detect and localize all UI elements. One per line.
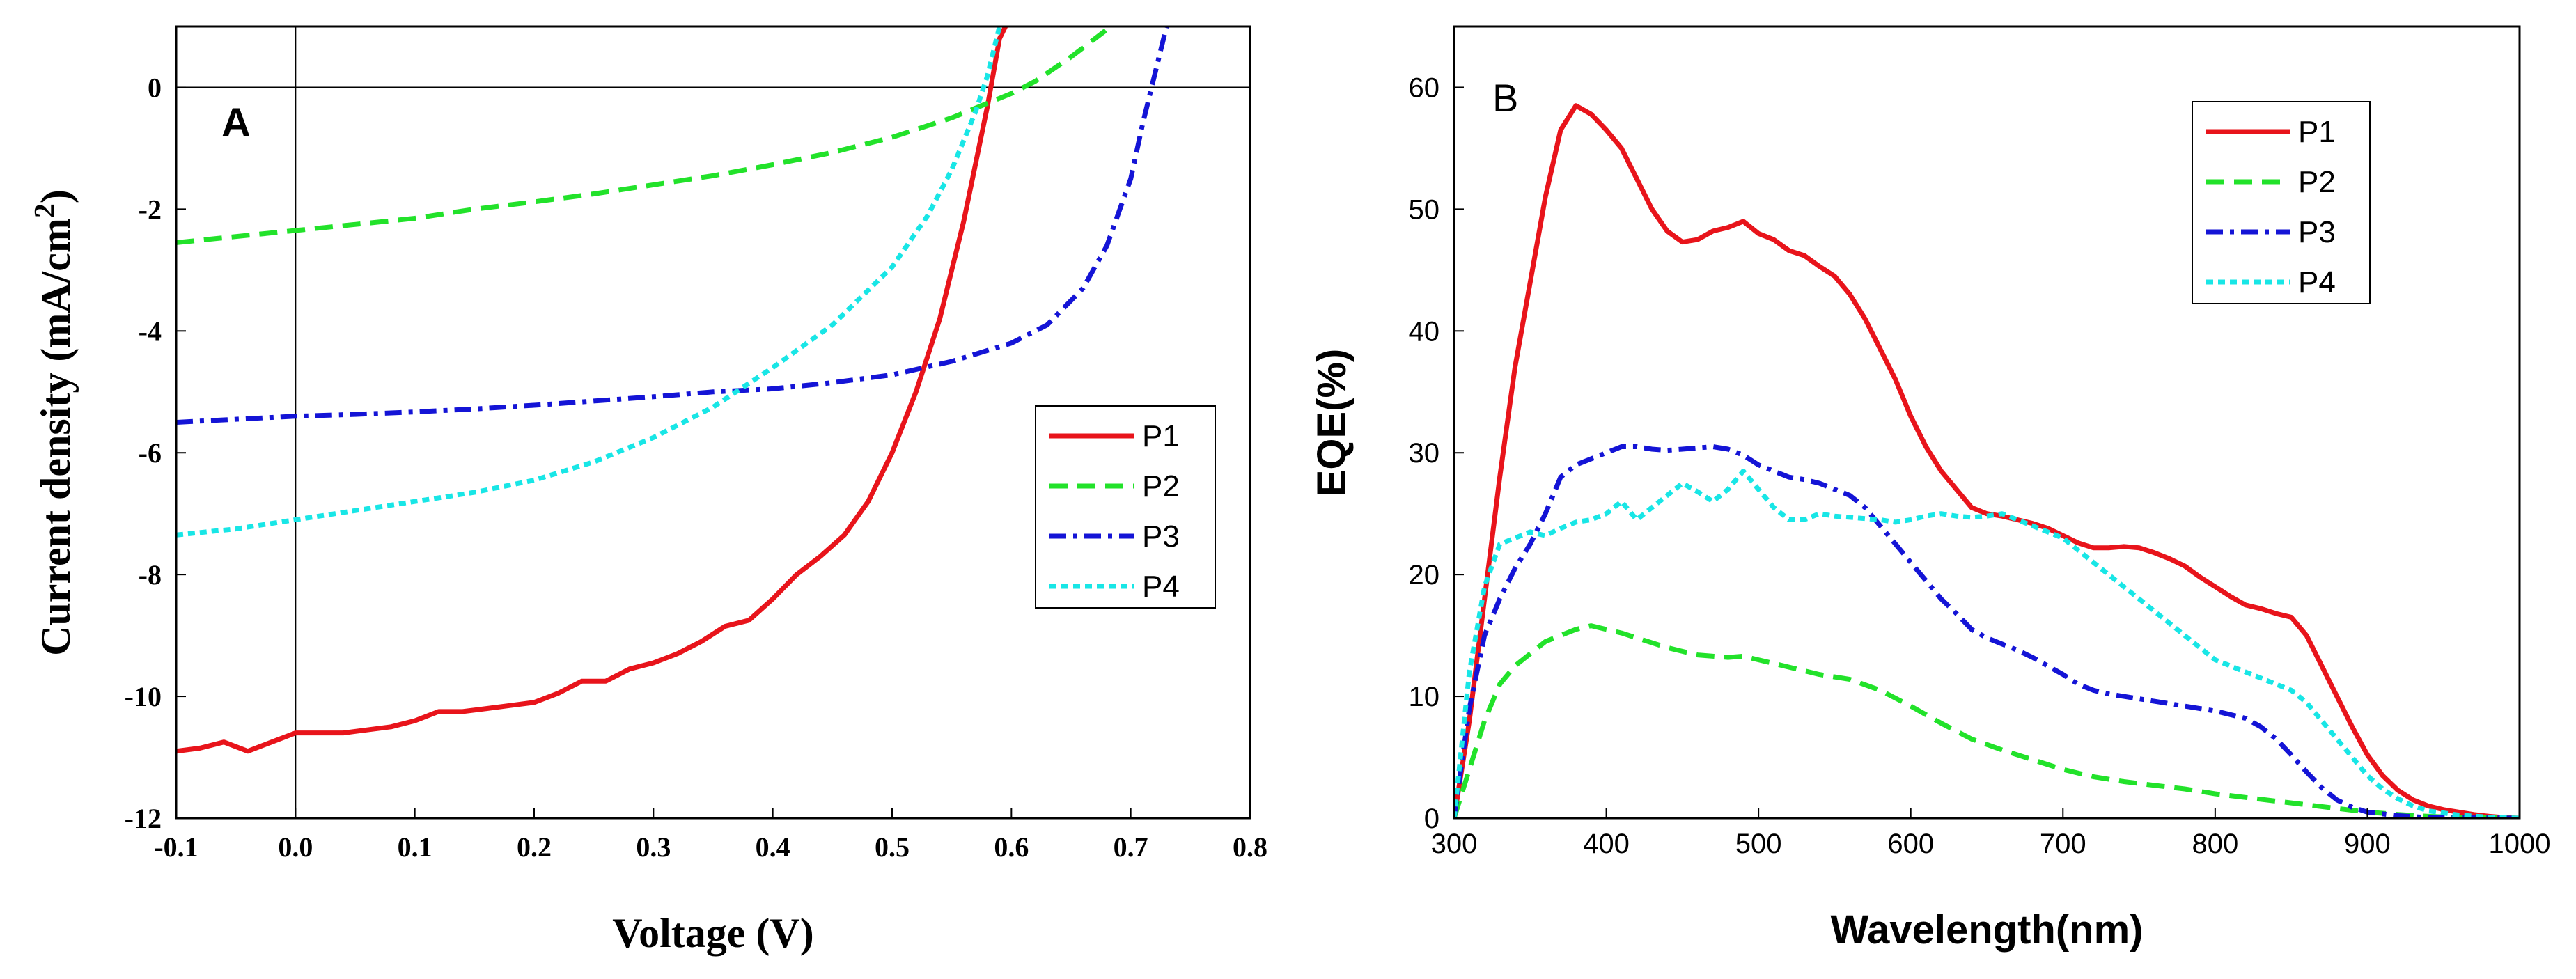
y-tick-label: 10 [1409, 682, 1440, 712]
y-tick-label: 30 [1409, 438, 1440, 469]
x-tick-label: 0.0 [278, 831, 313, 863]
x-tick-label: 400 [1583, 829, 1630, 859]
series-line-p2 [1454, 623, 2520, 818]
x-tick-label: 1000 [2489, 829, 2551, 859]
legend-label-p1: P1 [2298, 115, 2336, 149]
panel-b-label: B [1492, 76, 1518, 120]
x-tick-label: 0.3 [636, 831, 671, 863]
panel-a-legend-box [1035, 405, 1216, 609]
x-tick-label: 0.1 [398, 831, 432, 863]
x-tick-label: 300 [1431, 829, 1478, 859]
legend-label-p2: P2 [2298, 165, 2336, 199]
legend-label-p4: P4 [2298, 265, 2336, 299]
panel-b: 300 400 500 600 700 800 900 1000 0102030405060 … [1309, 25, 2551, 953]
y-tick-label: 0 [1424, 804, 1439, 834]
x-tick-label: 900 [2344, 829, 2391, 859]
panel-b-y-ticks: 0 10 20 30 40 50 60 [1409, 72, 1464, 834]
x-tick-label: 0.2 [517, 831, 552, 863]
series-line-p2 [176, 27, 1109, 245]
panel-b-x-axis-label: Wavelength(nm) [1831, 907, 2144, 953]
panel-a-legend: P1 P2 P3 P4 [1035, 405, 1216, 609]
panel-a-y-ticks: 0 -2 -4 -6 -8 -10 -12 [125, 72, 186, 834]
y-tick-label: -2 [139, 194, 162, 225]
y-tick-label: 50 [1409, 194, 1440, 225]
x-tick-label: 0.6 [994, 831, 1029, 863]
panel-b-legend-box [2192, 101, 2371, 304]
x-tick-label: 0.8 [1233, 831, 1267, 863]
series-line-p4 [176, 26, 1002, 538]
panel-b-legend: P1 P2 P3 P4 [2192, 101, 2371, 304]
y-tick-label: -8 [139, 559, 162, 590]
y-tick-label: -10 [125, 681, 162, 712]
panel-a-frame [175, 25, 1251, 820]
x-tick-label: 0.5 [875, 831, 910, 863]
y-tick-label: 20 [1409, 560, 1440, 590]
panel-a-y-axis-label-sup: 2 [29, 203, 61, 218]
y-tick-label: 60 [1409, 72, 1440, 103]
x-tick-label: 800 [2192, 829, 2238, 859]
panel-b-series-group [1454, 103, 2520, 818]
x-tick-label: 600 [1887, 829, 1934, 859]
panel-a-y-axis-label-tail: ) [33, 189, 79, 203]
panel-a-x-ticks: -0.1 0.0 0.1 0.2 0.3 0.4 0.5 0.6 0.7 0.8 [154, 808, 1267, 863]
x-tick-label: 0.7 [1114, 831, 1148, 863]
panel-a-series-group [176, 26, 1250, 818]
series-line-p3 [1454, 444, 2520, 818]
legend-label-p4: P4 [1142, 570, 1180, 604]
legend-label-p2: P2 [1142, 469, 1180, 503]
legend-label-p3: P3 [1142, 519, 1180, 554]
legend-label-p3: P3 [2298, 215, 2336, 249]
y-tick-label: -6 [139, 437, 162, 469]
x-tick-label: 700 [2040, 829, 2086, 859]
panel-a-x-axis-label: Voltage (V) [612, 910, 813, 956]
panel-b-y-axis-label: EQE(%) [1309, 349, 1355, 497]
series-line-p1 [176, 26, 1008, 754]
x-tick-label: 500 [1735, 829, 1782, 859]
y-tick-label: 0 [148, 72, 162, 103]
series-line-p4 [1454, 469, 2520, 818]
panel-b-x-ticks: 300 400 500 600 700 800 900 1000 [1431, 808, 2551, 859]
legend-label-p1: P1 [1142, 419, 1180, 453]
y-tick-label: -4 [139, 315, 162, 347]
panel-a-y-axis-label: Current density (mA/cm2) [29, 189, 79, 656]
panel-a-y-axis-label-main: Current density (mA/cm [33, 218, 79, 656]
y-tick-label: -12 [125, 803, 162, 834]
panel-a: -0.1 0.0 0.1 0.2 0.3 0.4 0.5 0.6 0.7 0.8 0 -2 -4 -6 -… [29, 25, 1267, 956]
x-tick-label: 0.4 [756, 831, 790, 863]
panel-a-label: A [221, 100, 251, 146]
y-tick-label: 40 [1409, 316, 1440, 347]
panel-b-frame [1453, 25, 2521, 820]
x-tick-label: -0.1 [154, 831, 198, 863]
series-line-p3 [176, 26, 1169, 425]
